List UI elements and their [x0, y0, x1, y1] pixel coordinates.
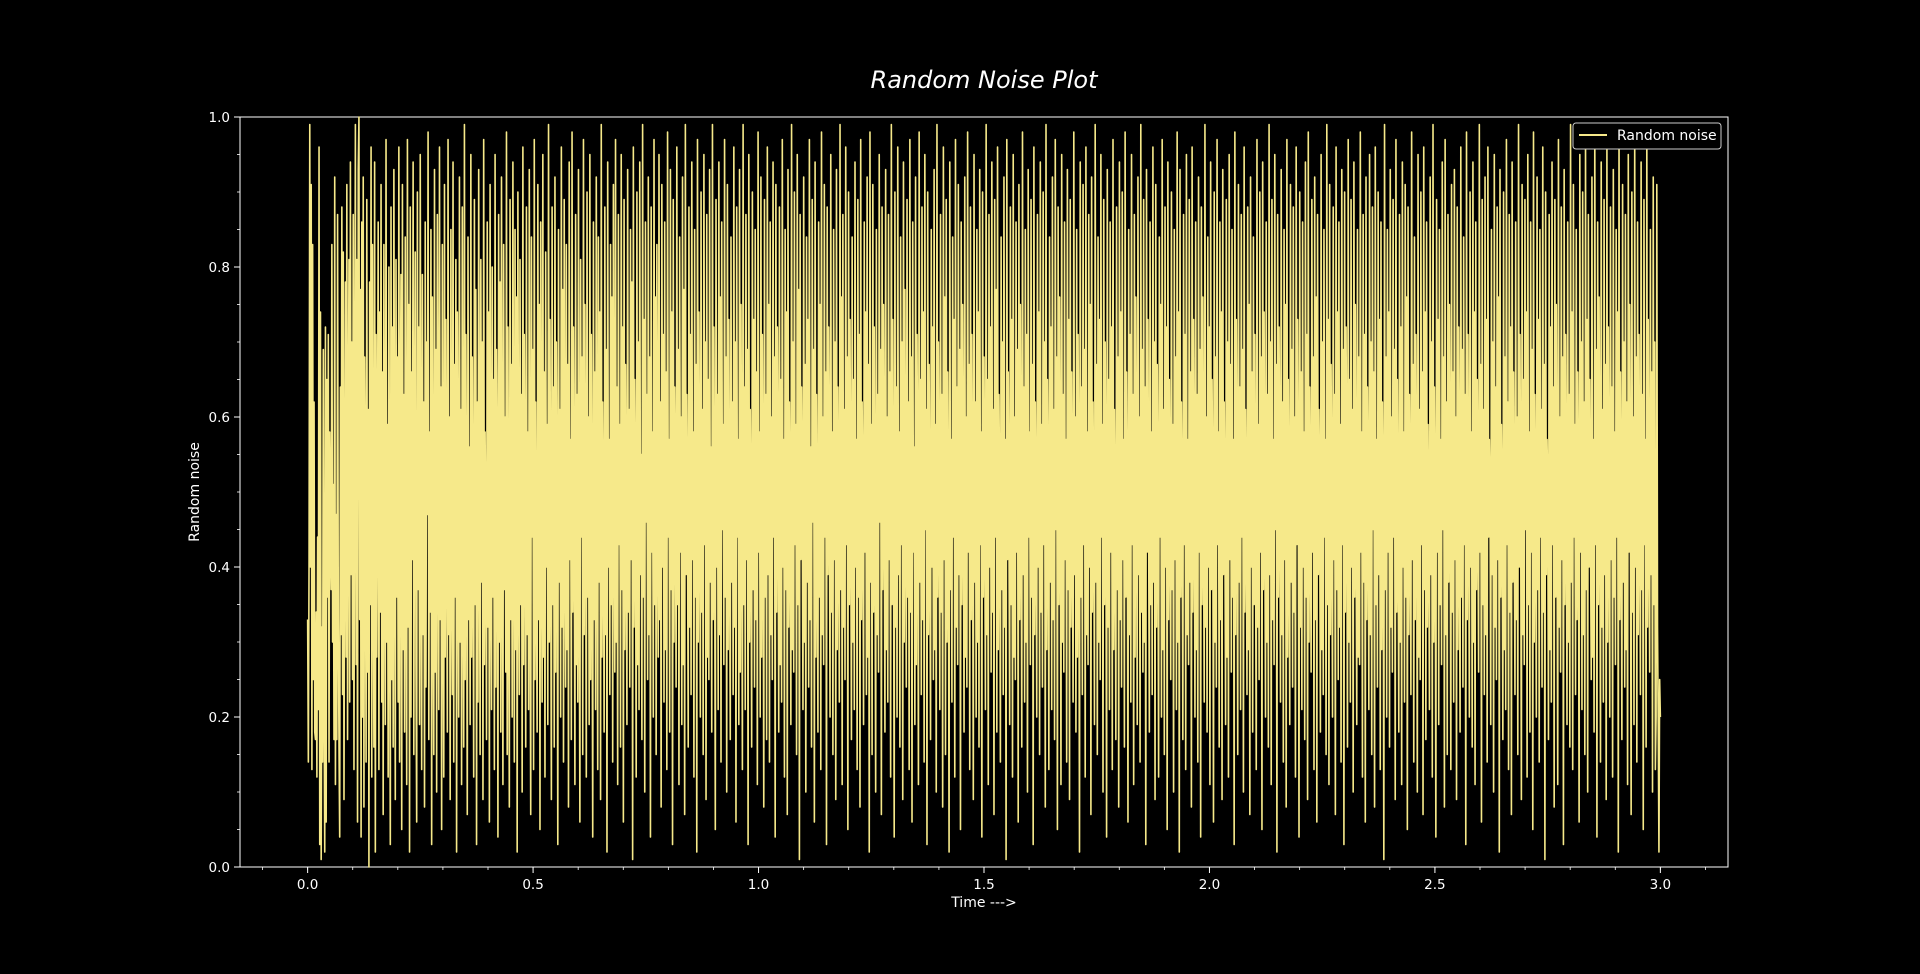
- y-axis-label: Random noise: [187, 442, 203, 542]
- plot-area: [239, 116, 1729, 868]
- x-tick-label: 1.0: [748, 877, 769, 893]
- x-tick-label: 2.0: [1199, 877, 1220, 893]
- y-tick-label: 1.0: [209, 110, 230, 126]
- chart-title: Random Noise Plot: [871, 66, 1100, 94]
- x-tick-label: 1.5: [973, 877, 994, 893]
- x-axis: 0.0 0.5 1.0 1.5 2.0 2.5 3.0: [262, 867, 1706, 893]
- legend: Random noise: [1572, 122, 1722, 150]
- x-tick-label: 0.0: [297, 877, 318, 893]
- x-axis-label: Time --->: [950, 895, 1017, 911]
- y-tick-label: 0.0: [209, 860, 230, 876]
- y-axis: 0.0 0.2 0.4 0.6 0.8 1.0: [209, 110, 240, 876]
- y-tick-label: 0.4: [209, 560, 230, 576]
- x-tick-label: 3.0: [1650, 877, 1671, 893]
- x-tick-label: 2.5: [1424, 877, 1445, 893]
- y-tick-label: 0.8: [209, 260, 230, 276]
- y-tick-label: 0.6: [209, 410, 230, 426]
- series-line-random-noise: [306, 116, 1662, 868]
- legend-label-random-noise: Random noise: [1617, 128, 1717, 144]
- x-tick-label: 0.5: [522, 877, 543, 893]
- legend-box: [1572, 122, 1722, 150]
- y-tick-label: 0.2: [209, 710, 230, 726]
